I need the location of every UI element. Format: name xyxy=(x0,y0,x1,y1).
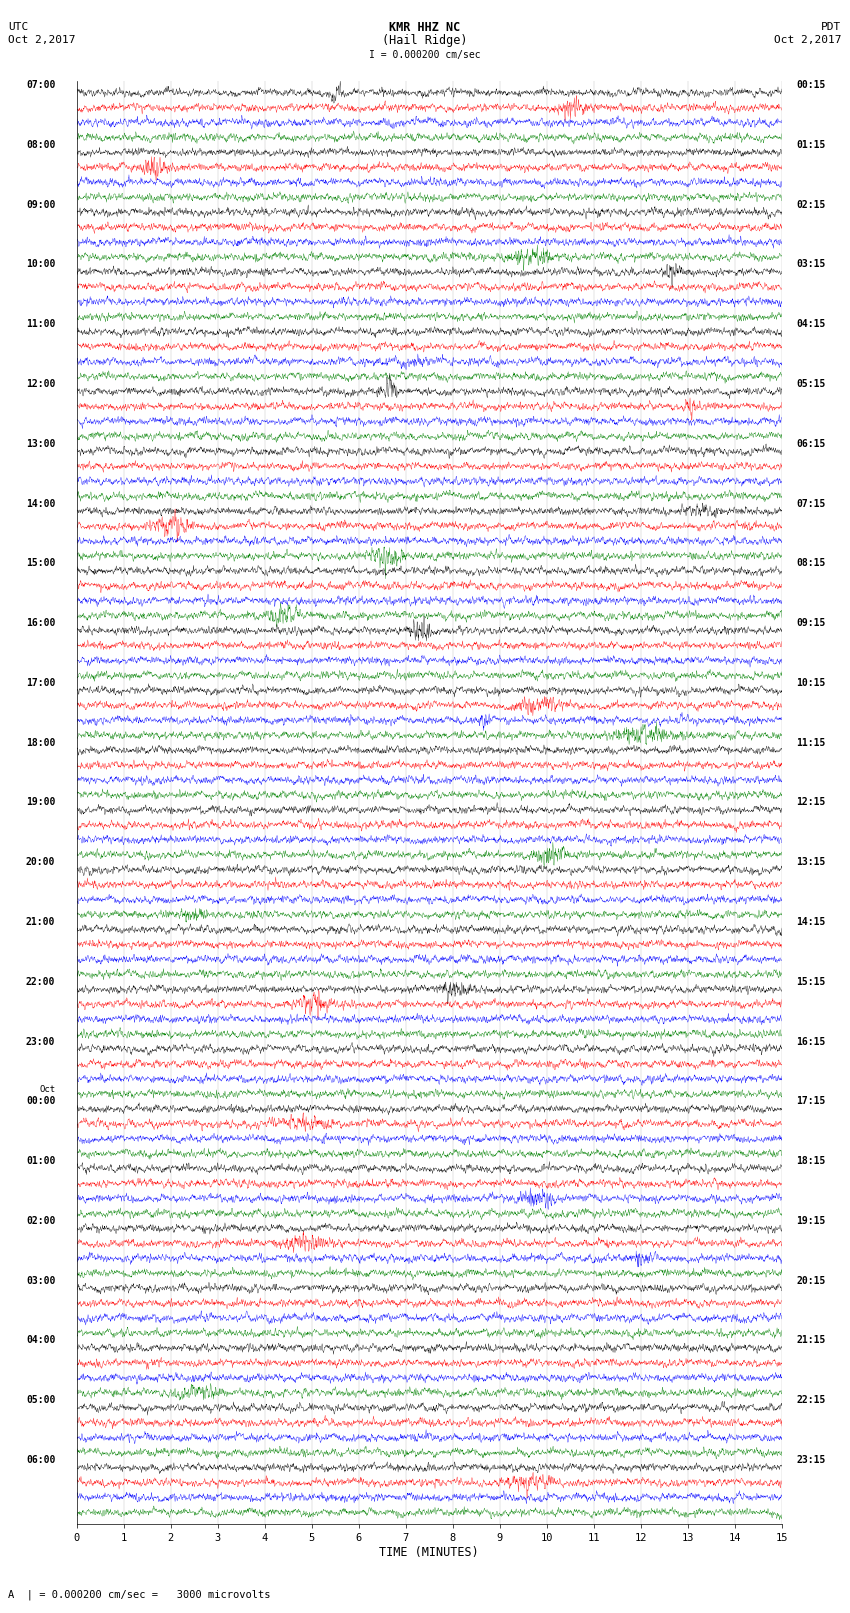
Text: 03:15: 03:15 xyxy=(796,260,825,269)
Text: 00:00: 00:00 xyxy=(26,1097,55,1107)
Text: 14:00: 14:00 xyxy=(26,498,55,508)
Text: 05:00: 05:00 xyxy=(26,1395,55,1405)
Text: 05:15: 05:15 xyxy=(796,379,825,389)
Text: 19:15: 19:15 xyxy=(796,1216,825,1226)
Text: 18:15: 18:15 xyxy=(796,1157,825,1166)
Text: 17:15: 17:15 xyxy=(796,1097,825,1107)
Text: 07:00: 07:00 xyxy=(26,81,55,90)
Text: 13:00: 13:00 xyxy=(26,439,55,448)
Text: 08:00: 08:00 xyxy=(26,140,55,150)
Text: Oct 2,2017: Oct 2,2017 xyxy=(8,35,76,45)
Text: 16:15: 16:15 xyxy=(796,1037,825,1047)
Text: 08:15: 08:15 xyxy=(796,558,825,568)
Text: 22:15: 22:15 xyxy=(796,1395,825,1405)
Text: 12:15: 12:15 xyxy=(796,797,825,808)
Text: 11:00: 11:00 xyxy=(26,319,55,329)
Text: UTC: UTC xyxy=(8,23,29,32)
Text: 07:15: 07:15 xyxy=(796,498,825,508)
Text: I = 0.000200 cm/sec: I = 0.000200 cm/sec xyxy=(369,50,481,60)
Text: A  | = 0.000200 cm/sec =   3000 microvolts: A | = 0.000200 cm/sec = 3000 microvolts xyxy=(8,1589,271,1600)
Text: 01:15: 01:15 xyxy=(796,140,825,150)
Text: 15:00: 15:00 xyxy=(26,558,55,568)
Text: 23:00: 23:00 xyxy=(26,1037,55,1047)
Text: KMR HHZ NC: KMR HHZ NC xyxy=(389,21,461,34)
Text: 22:00: 22:00 xyxy=(26,977,55,987)
Text: 01:00: 01:00 xyxy=(26,1157,55,1166)
Text: Oct 2,2017: Oct 2,2017 xyxy=(774,35,842,45)
Text: 12:00: 12:00 xyxy=(26,379,55,389)
Text: 15:15: 15:15 xyxy=(796,977,825,987)
Text: 10:00: 10:00 xyxy=(26,260,55,269)
Text: 21:00: 21:00 xyxy=(26,918,55,927)
Text: 02:00: 02:00 xyxy=(26,1216,55,1226)
Text: (Hail Ridge): (Hail Ridge) xyxy=(382,34,468,47)
Text: 10:15: 10:15 xyxy=(796,677,825,687)
X-axis label: TIME (MINUTES): TIME (MINUTES) xyxy=(379,1547,479,1560)
Text: 09:00: 09:00 xyxy=(26,200,55,210)
Text: 18:00: 18:00 xyxy=(26,737,55,748)
Text: 11:15: 11:15 xyxy=(796,737,825,748)
Text: 16:00: 16:00 xyxy=(26,618,55,627)
Text: 23:15: 23:15 xyxy=(796,1455,825,1465)
Text: 06:15: 06:15 xyxy=(796,439,825,448)
Text: 00:15: 00:15 xyxy=(796,81,825,90)
Text: 04:15: 04:15 xyxy=(796,319,825,329)
Text: PDT: PDT xyxy=(821,23,842,32)
Text: 02:15: 02:15 xyxy=(796,200,825,210)
Text: 21:15: 21:15 xyxy=(796,1336,825,1345)
Text: 04:00: 04:00 xyxy=(26,1336,55,1345)
Text: 09:15: 09:15 xyxy=(796,618,825,627)
Text: 20:15: 20:15 xyxy=(796,1276,825,1286)
Text: 03:00: 03:00 xyxy=(26,1276,55,1286)
Text: 06:00: 06:00 xyxy=(26,1455,55,1465)
Text: 14:15: 14:15 xyxy=(796,918,825,927)
Text: Oct: Oct xyxy=(39,1086,55,1094)
Text: 20:00: 20:00 xyxy=(26,857,55,868)
Text: 17:00: 17:00 xyxy=(26,677,55,687)
Text: 19:00: 19:00 xyxy=(26,797,55,808)
Text: 13:15: 13:15 xyxy=(796,857,825,868)
